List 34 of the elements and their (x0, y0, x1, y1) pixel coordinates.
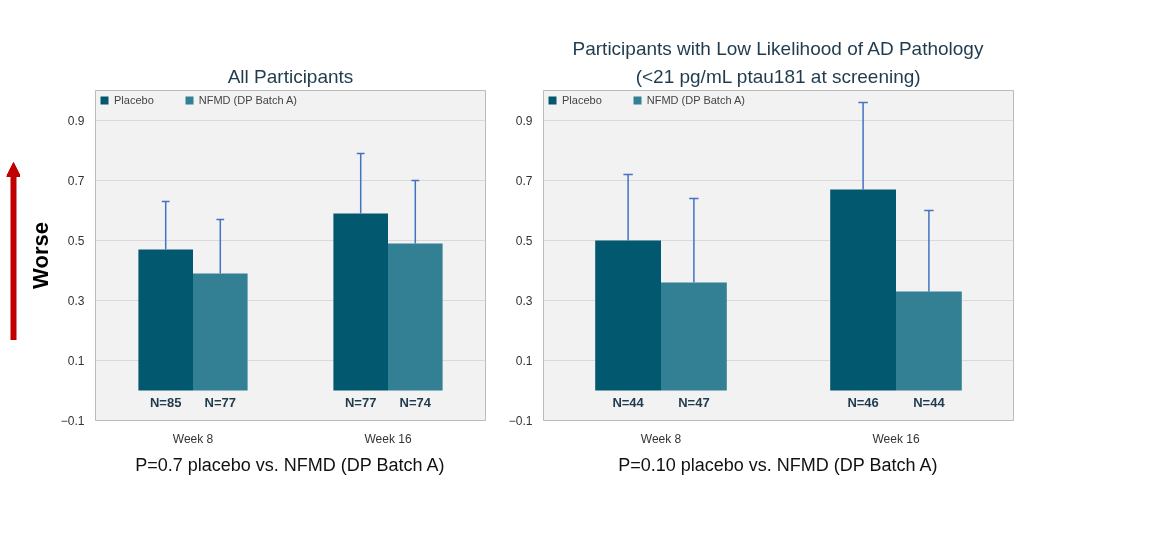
annotation: N=85 (149, 394, 182, 410)
x-tick-label: Week 8 (172, 431, 214, 446)
y-tick-label: 0.3 (515, 294, 533, 308)
y-axis-title: Worse (27, 222, 53, 289)
y-tick-label: 0.1 (515, 354, 533, 368)
annotation: N=46 (847, 394, 879, 410)
y-tick-label: 0.9 (515, 114, 533, 128)
annotation: N=44 (913, 394, 946, 410)
y-tick-label: 0.9 (67, 114, 85, 128)
x-tick-label: Week 8 (640, 431, 682, 446)
annotation: N=77 (344, 394, 377, 410)
text: P=0.10 placebo vs. NFMD (DP Batch A) (618, 454, 938, 475)
legend-label: NFMD (DP Batch A) (646, 94, 745, 106)
chart-title: All Participants (227, 65, 354, 87)
chart-title: Participants with Low Likelihood of AD Pathology (572, 37, 984, 59)
y-tick-label: 0.7 (67, 174, 85, 188)
y-tick-label: 0.7 (515, 174, 533, 188)
legend-label: Placebo (562, 94, 602, 106)
y-tick-label: 0.5 (515, 234, 533, 248)
legend-label: NFMD (DP Batch A) (198, 94, 297, 106)
y-tick-label: −0.1 (508, 414, 533, 428)
annotation: N=44 (612, 394, 645, 410)
legend-label: Placebo (114, 94, 154, 106)
y-tick-label: 0.5 (67, 234, 85, 248)
chart-subtitle: (<21 pg/mL ptau181 at screening) (635, 65, 921, 87)
annotation: N=47 (678, 394, 710, 410)
x-tick-label: Week 16 (364, 431, 412, 446)
annotation: N=74 (399, 394, 432, 410)
x-tick-label: Week 16 (872, 431, 920, 446)
y-tick-label: −0.1 (60, 414, 85, 428)
y-tick-label: 0.3 (67, 294, 85, 308)
text: P=0.7 placebo vs. NFMD (DP Batch A) (135, 454, 445, 475)
y-tick-label: 0.1 (67, 354, 85, 368)
annotation: N=77 (204, 394, 237, 410)
